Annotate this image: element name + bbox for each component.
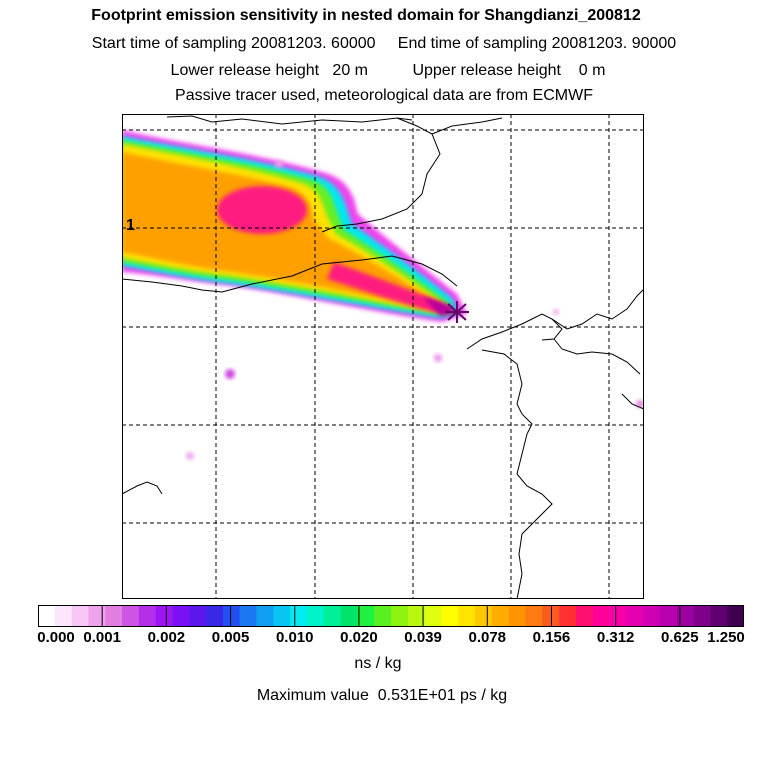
coastline (551, 288, 644, 330)
colorbar-tick-label: 0.000 (37, 629, 75, 646)
colorbar-swatch (54, 605, 72, 627)
release-heights: Lower release height 20 m Upper release … (170, 62, 606, 79)
graticule (122, 114, 644, 599)
coastline (553, 338, 641, 375)
receptor-star (445, 301, 469, 323)
colorbar-swatch (626, 605, 644, 627)
tracer-info: Passive tracer used, meteorological data… (175, 87, 593, 104)
colorbar-unit: ns / kg (354, 655, 402, 672)
colorbar-tick-label: 0.005 (211, 629, 250, 646)
stray-spot (434, 354, 442, 362)
colorbar-tick-label: 0.010 (275, 629, 314, 646)
colorbar-swatch (609, 605, 627, 627)
colorbar-swatch (424, 605, 442, 627)
colorbar-swatch (491, 605, 509, 627)
colorbar-swatch (458, 605, 476, 627)
colorbar-swatch (575, 605, 594, 627)
plume-contour-orange (122, 152, 446, 310)
plot-title: Footprint emission sensitivity in nested… (91, 7, 641, 24)
colorbar-swatch (508, 605, 526, 627)
colorbar-swatch (441, 605, 459, 627)
colorbar-tick-label: 0.625 (661, 629, 699, 646)
colorbar-swatch (323, 605, 341, 627)
colorbar-tick-label: 0.001 (83, 629, 121, 646)
plume-core-east (327, 262, 448, 312)
colorbar-swatch (222, 605, 241, 627)
colorbar-swatch (122, 605, 140, 627)
colorbar-swatch (643, 605, 661, 627)
footprint-map: 1 (122, 114, 644, 599)
colorbar-swatch (306, 605, 325, 627)
colorbar-tick-label: 0.078 (468, 629, 507, 646)
colorbar-swatch (693, 605, 711, 627)
colorbar-swatch (340, 605, 358, 627)
colorbar-swatches (38, 605, 745, 627)
colorbar-tick-label: 0.039 (404, 629, 442, 646)
colorbar-swatch (676, 605, 694, 627)
coastline (221, 255, 458, 293)
colorbar (38, 605, 745, 627)
colorbar-tick-label: 0.156 (532, 629, 571, 646)
plume-core-west (217, 186, 307, 234)
colorbar-swatch (189, 605, 207, 627)
colorbar-swatch (525, 605, 543, 627)
colorbar-swatch (155, 605, 173, 627)
stray-spot (225, 369, 235, 379)
coastline (122, 481, 163, 495)
sampling-times: Start time of sampling 20081203. 60000 E… (91, 35, 677, 52)
stray-spot (275, 160, 283, 168)
colorbar-swatch (374, 605, 392, 627)
colorbar-swatch (273, 605, 291, 627)
colorbar-swatch (659, 605, 678, 627)
coastline (431, 117, 503, 135)
coastline (621, 393, 644, 410)
plume-layer (122, 130, 644, 460)
colorbar-swatch (407, 605, 425, 627)
colorbar-tick-label: 1.250 (707, 629, 745, 646)
colorbar-swatch (172, 605, 190, 627)
stray-spot (553, 309, 559, 315)
colorbar-swatch (290, 605, 308, 627)
colorbar-swatch (256, 605, 274, 627)
colorbar-swatch (138, 605, 156, 627)
colorbar-swatch (391, 605, 409, 627)
colorbar-swatch (357, 605, 375, 627)
coastline (166, 115, 413, 125)
colorbar-tick-label: 0.002 (147, 629, 186, 646)
coastlines (122, 115, 644, 599)
coastline (466, 313, 563, 350)
maximum-value: Maximum value 0.531E+01 ps / kg (256, 687, 508, 704)
coastline (481, 349, 553, 599)
colorbar-tick-label: 0.020 (340, 629, 378, 646)
colorbar-swatch (239, 605, 257, 627)
stray-spot (186, 452, 194, 460)
colorbar-swatch (542, 605, 560, 627)
colorbar-swatch (475, 605, 493, 627)
coastline (122, 278, 223, 293)
coastline (321, 117, 441, 233)
colorbar-swatch (710, 605, 728, 627)
colorbar-swatch (206, 605, 224, 627)
grid-label: 1 (126, 217, 135, 234)
colorbar-swatch (559, 605, 577, 627)
colorbar-swatch (592, 605, 610, 627)
colorbar-tick-label: 0.312 (596, 629, 635, 646)
colorbar-swatch (727, 605, 745, 627)
colorbar-swatch (88, 605, 106, 627)
colorbar-swatch (38, 605, 56, 627)
colorbar-swatch (105, 605, 123, 627)
colorbar-swatch (71, 605, 89, 627)
